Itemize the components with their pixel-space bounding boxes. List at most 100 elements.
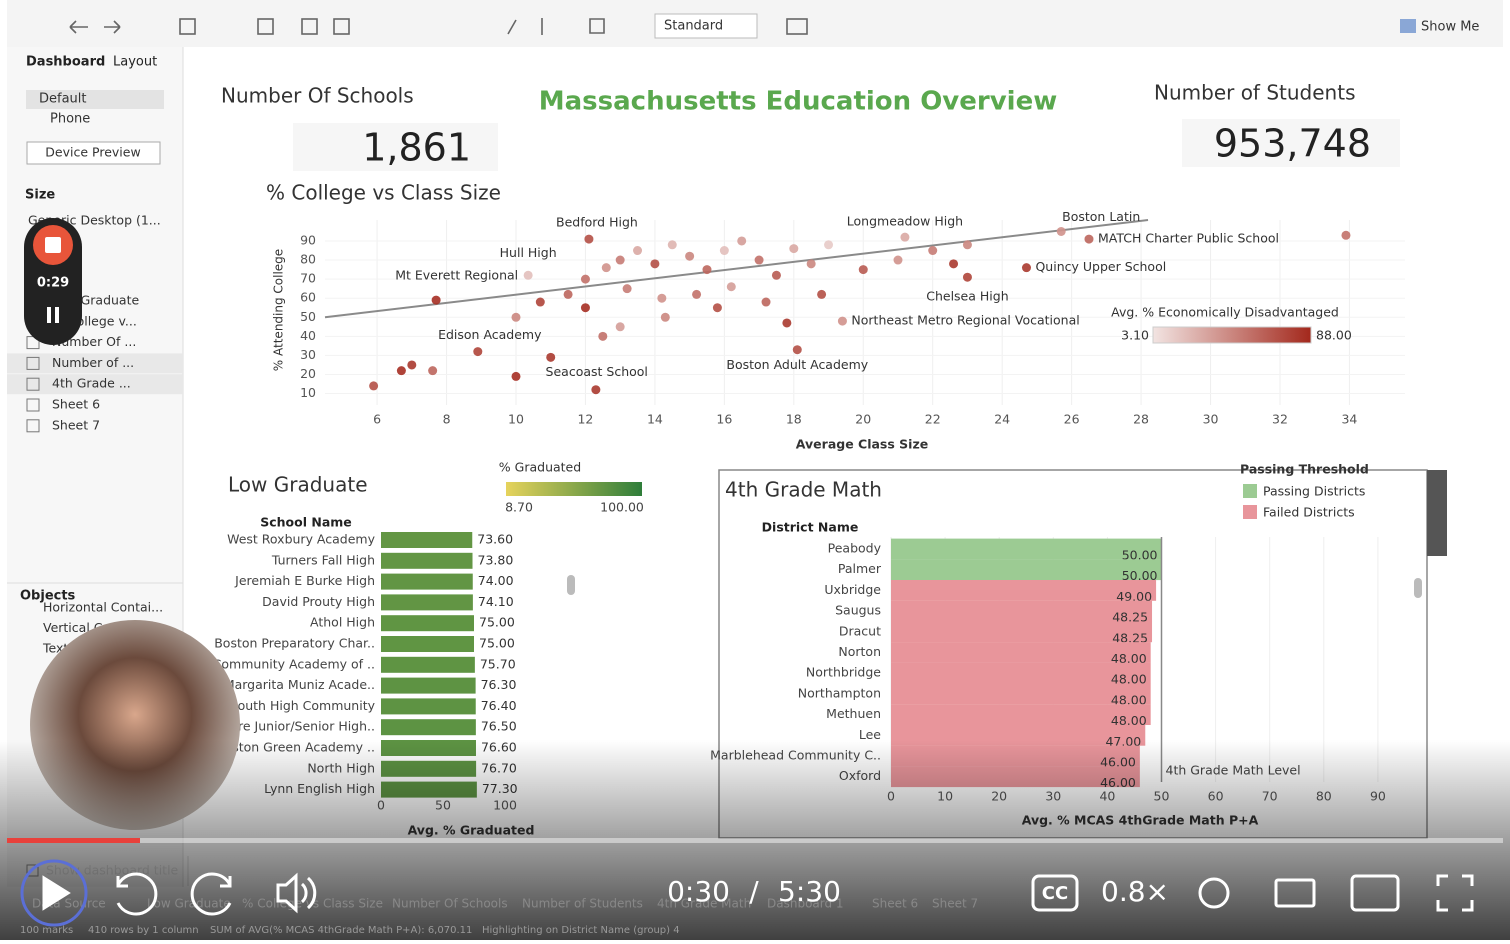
sheet-item[interactable]: Sheet 7 bbox=[52, 417, 100, 432]
scatter-point[interactable] bbox=[535, 297, 545, 307]
sheet-tab[interactable]: Dashboard 1 bbox=[767, 897, 844, 911]
bar[interactable] bbox=[381, 719, 476, 736]
scatter-point[interactable] bbox=[615, 322, 625, 332]
redo[interactable] bbox=[104, 20, 121, 34]
bar[interactable] bbox=[891, 600, 1153, 622]
duplicate[interactable] bbox=[301, 18, 318, 35]
scatter-point[interactable] bbox=[563, 289, 573, 299]
sheet-tab[interactable]: 4th Grade Math bbox=[657, 897, 751, 911]
bar[interactable] bbox=[891, 642, 1151, 663]
scatter-point[interactable] bbox=[660, 312, 670, 322]
bar[interactable] bbox=[891, 621, 1153, 643]
scatter-point[interactable] bbox=[1084, 234, 1094, 244]
scatter-point[interactable] bbox=[650, 259, 660, 269]
bar[interactable] bbox=[891, 538, 1162, 560]
scatter-point[interactable] bbox=[754, 255, 764, 265]
clear[interactable] bbox=[333, 18, 350, 35]
scatter-point[interactable] bbox=[900, 232, 910, 242]
play[interactable] bbox=[42, 875, 71, 911]
bar[interactable] bbox=[381, 594, 473, 611]
new-sheet[interactable] bbox=[257, 18, 274, 35]
scatter-point[interactable] bbox=[949, 259, 959, 269]
scatter-point[interactable] bbox=[546, 352, 556, 362]
scatter-point[interactable] bbox=[817, 289, 827, 299]
scatter-point[interactable] bbox=[511, 371, 521, 381]
scatter-point[interactable] bbox=[726, 282, 736, 292]
bar[interactable] bbox=[891, 683, 1151, 705]
video-speed[interactable]: 0.8× bbox=[1101, 875, 1169, 908]
scatter-point[interactable] bbox=[1056, 226, 1066, 236]
scatter-point[interactable] bbox=[685, 251, 695, 261]
scatter-point[interactable] bbox=[824, 240, 834, 250]
miniplayer[interactable] bbox=[1350, 874, 1400, 912]
show-me-icon[interactable] bbox=[1400, 19, 1416, 33]
scatter-point[interactable] bbox=[591, 385, 601, 395]
scatter-point[interactable] bbox=[407, 360, 417, 370]
sheet-tab[interactable]: Sheet 6 bbox=[872, 897, 918, 911]
scatter-point[interactable] bbox=[601, 263, 611, 273]
scatter-point[interactable] bbox=[396, 366, 406, 376]
bar[interactable] bbox=[381, 677, 476, 694]
scatter-point[interactable] bbox=[771, 270, 781, 280]
scatter-point[interactable] bbox=[712, 303, 722, 313]
scatter-point[interactable] bbox=[893, 255, 903, 265]
scatter-point[interactable] bbox=[615, 255, 625, 265]
scatter-point[interactable] bbox=[837, 316, 847, 326]
sheet-item[interactable]: Sheet 6 bbox=[52, 397, 100, 412]
settings[interactable] bbox=[1198, 877, 1230, 909]
scatter-point[interactable] bbox=[369, 381, 379, 391]
sheet-tab[interactable]: Number of Students bbox=[522, 897, 643, 911]
bar[interactable] bbox=[381, 698, 476, 715]
bar[interactable] bbox=[381, 615, 474, 632]
scatter-point[interactable] bbox=[858, 265, 868, 275]
bar[interactable] bbox=[381, 636, 474, 652]
rewind[interactable] bbox=[116, 872, 158, 916]
scatter-point[interactable] bbox=[692, 289, 702, 299]
volume[interactable] bbox=[276, 872, 317, 914]
scatter-point[interactable] bbox=[782, 318, 792, 328]
bar[interactable] bbox=[891, 704, 1151, 725]
scatter-point[interactable] bbox=[580, 303, 590, 313]
scatter-point[interactable] bbox=[719, 246, 729, 256]
scatter-point[interactable] bbox=[580, 274, 590, 284]
device[interactable]: Phone bbox=[50, 112, 90, 127]
scatter-point[interactable] bbox=[511, 312, 521, 322]
scatter-point[interactable] bbox=[622, 284, 632, 294]
show-me[interactable]: Show Me bbox=[1421, 20, 1479, 35]
device-preview-btn[interactable] bbox=[26, 141, 161, 165]
forward[interactable] bbox=[190, 872, 232, 916]
bar[interactable] bbox=[381, 552, 473, 569]
sheet-tab[interactable]: Number Of Schools bbox=[392, 897, 508, 911]
scatter-point[interactable] bbox=[428, 366, 438, 376]
sidebar-tab[interactable]: Layout bbox=[113, 55, 157, 70]
scatter-point[interactable] bbox=[584, 234, 594, 244]
scatter-point[interactable] bbox=[523, 270, 533, 280]
save[interactable] bbox=[179, 18, 196, 35]
bar[interactable] bbox=[381, 573, 473, 590]
scatter-point[interactable] bbox=[806, 259, 816, 269]
pause-icon[interactable] bbox=[47, 307, 51, 323]
sidebar-tab[interactable]: Dashboard bbox=[26, 55, 105, 70]
theater[interactable] bbox=[1274, 878, 1316, 908]
scatter-point[interactable] bbox=[431, 295, 441, 305]
sheet-item[interactable]: Number Of ... bbox=[52, 334, 136, 349]
undo[interactable] bbox=[69, 20, 88, 34]
view[interactable] bbox=[786, 18, 808, 35]
fit-dropdown[interactable] bbox=[654, 13, 758, 39]
sheet-item[interactable]: Number of ... bbox=[52, 355, 134, 370]
scatter-point[interactable] bbox=[657, 293, 667, 303]
scatter-point[interactable] bbox=[1021, 263, 1031, 273]
scatter-point[interactable] bbox=[667, 240, 677, 250]
scatter-point[interactable] bbox=[928, 246, 938, 256]
bar[interactable] bbox=[891, 580, 1157, 601]
scatter-point[interactable] bbox=[789, 244, 799, 254]
scatter-point[interactable] bbox=[792, 345, 802, 355]
sheet-item[interactable]: 4th Grade ... bbox=[52, 376, 131, 391]
bar[interactable] bbox=[381, 532, 473, 548]
scatter-point[interactable] bbox=[598, 331, 608, 341]
scatter-point[interactable] bbox=[473, 347, 483, 357]
device[interactable]: Default bbox=[39, 92, 87, 107]
scatter-point[interactable] bbox=[702, 265, 712, 275]
scatter-point[interactable] bbox=[761, 297, 771, 307]
scatter-point[interactable] bbox=[962, 240, 972, 250]
